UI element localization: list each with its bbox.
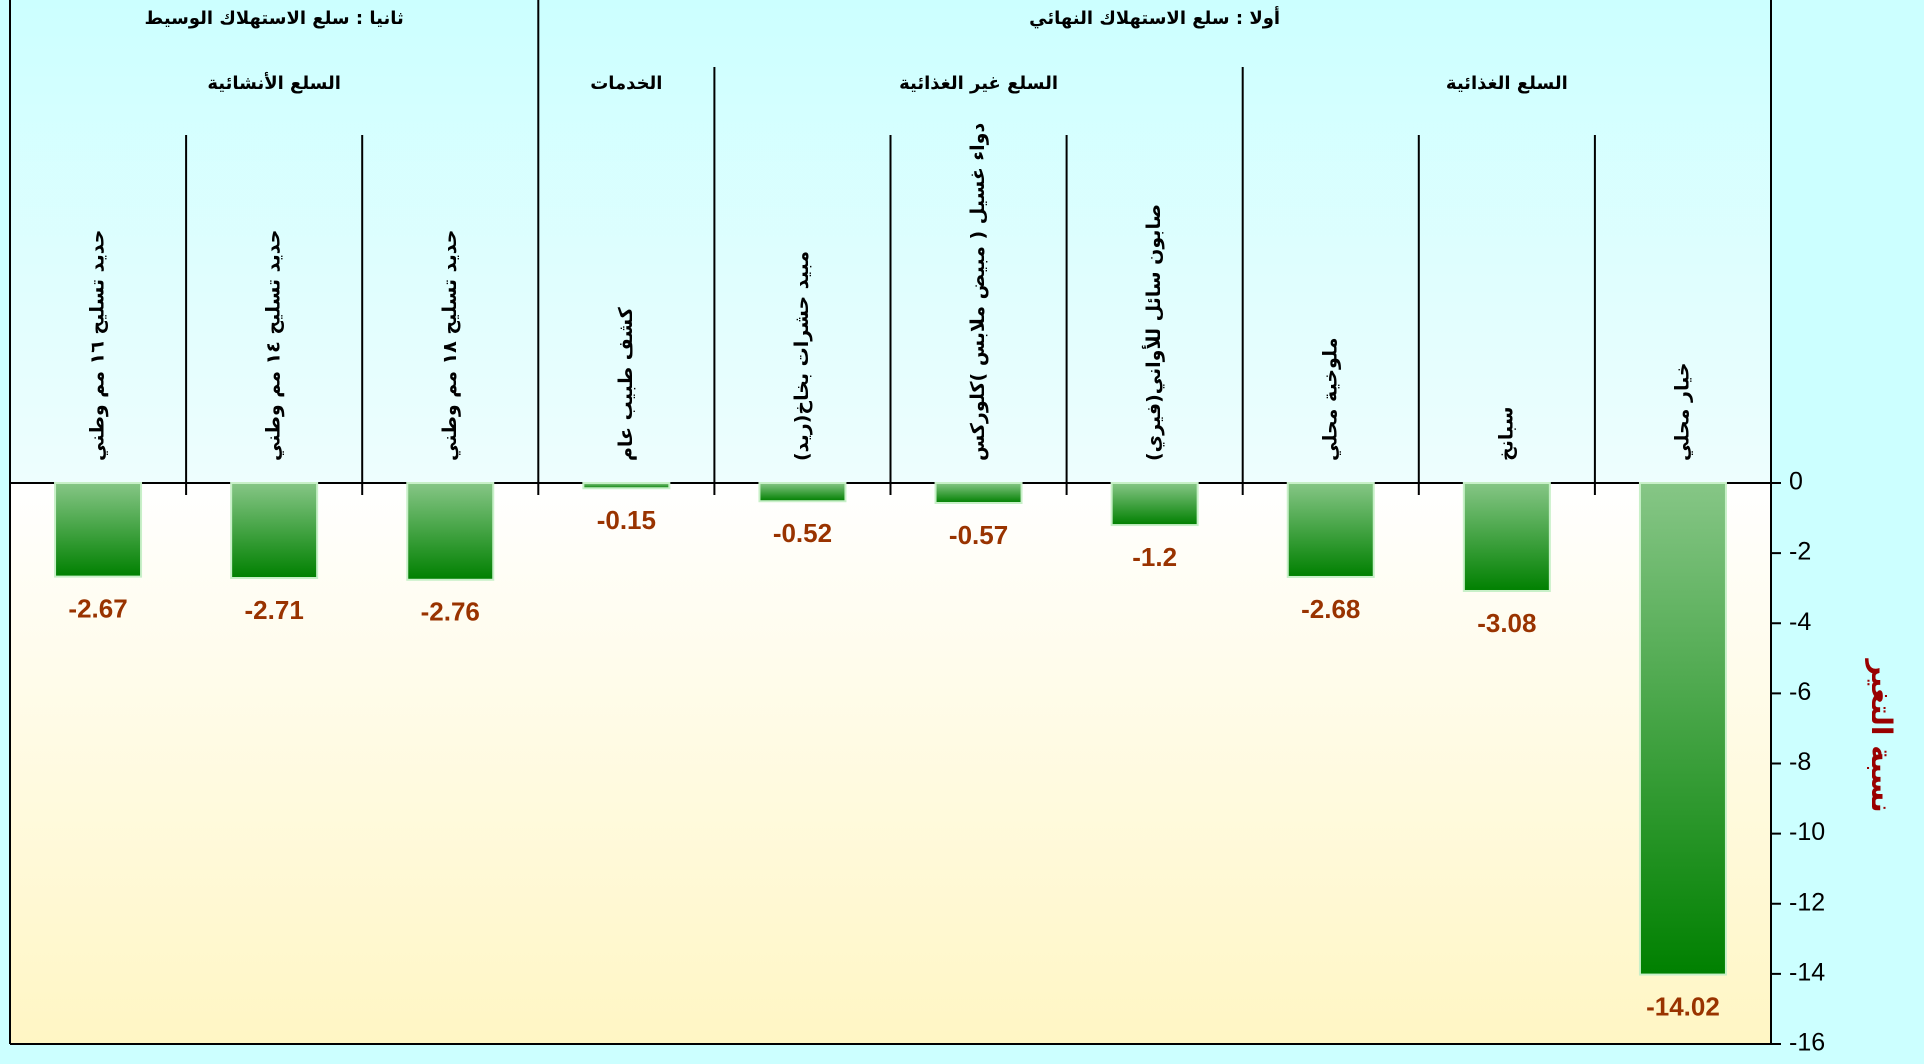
- y-tick-label: -2: [1789, 538, 1811, 566]
- y-tick-label: -4: [1789, 608, 1811, 636]
- category-label: صابون سائل للأواني(فيري): [1142, 204, 1166, 461]
- category-label: حديد تسليح ١٦ مم وطني: [87, 230, 109, 461]
- group-label: ثانيا : سلع الاستهلاك الوسيط: [145, 8, 404, 29]
- bar: [1462, 482, 1551, 592]
- category-label: كشف طبيب عام: [615, 306, 637, 461]
- bar: [934, 482, 1023, 504]
- bar: [230, 482, 319, 580]
- bar: [54, 482, 143, 578]
- y-tick-label: -8: [1789, 748, 1811, 776]
- value-label: -3.08: [1477, 608, 1536, 638]
- category-label: سبانخ: [1495, 407, 1517, 461]
- subgroup-label: السلع غير الغذائية: [899, 73, 1058, 94]
- subgroup-label: السلع الغذائية: [1446, 73, 1568, 94]
- value-label: -2.67: [68, 593, 127, 623]
- y-axis-label: نسبة التغير: [1865, 657, 1898, 812]
- value-label: -1.2: [1132, 542, 1177, 572]
- bar: [582, 482, 671, 490]
- y-tick-label: -16: [1789, 1029, 1825, 1057]
- bar: [1110, 482, 1199, 527]
- value-label: -14.02: [1646, 991, 1720, 1021]
- category-label: حديد تسليح ١٤ مم وطني: [263, 230, 285, 461]
- category-label: مبيد حشرات بخاخ(ريد): [791, 251, 813, 461]
- value-label: -0.15: [597, 505, 656, 535]
- y-tick-label: 0: [1789, 468, 1803, 496]
- value-label: -0.52: [773, 518, 832, 548]
- y-tick-label: -10: [1789, 818, 1825, 846]
- y-tick-label: -14: [1789, 958, 1825, 986]
- bar: [1638, 482, 1727, 976]
- category-label: حديد تسليح ١٨ مم وطني: [439, 230, 461, 461]
- y-tick-label: -6: [1789, 678, 1811, 706]
- category-label: دواء غسيل ( مبيض ملابس )كلوركس: [967, 123, 989, 461]
- subgroup-label: الخدمات: [590, 73, 662, 94]
- value-label: -2.71: [245, 595, 304, 625]
- bar: [406, 482, 495, 581]
- value-label: -2.76: [421, 597, 480, 627]
- value-label: -2.68: [1301, 594, 1360, 624]
- bar: [1286, 482, 1375, 578]
- category-label: ملوخية محلي: [1319, 338, 1341, 461]
- bar: [758, 482, 847, 503]
- category-label: خيار محلي: [1671, 362, 1693, 461]
- value-label: -0.57: [949, 520, 1008, 550]
- y-tick-label: -12: [1789, 888, 1825, 916]
- subgroup-label: السلع الأنشائية: [207, 72, 341, 94]
- group-label: أولا : سلع الاستهلاك النهائي: [1029, 6, 1280, 29]
